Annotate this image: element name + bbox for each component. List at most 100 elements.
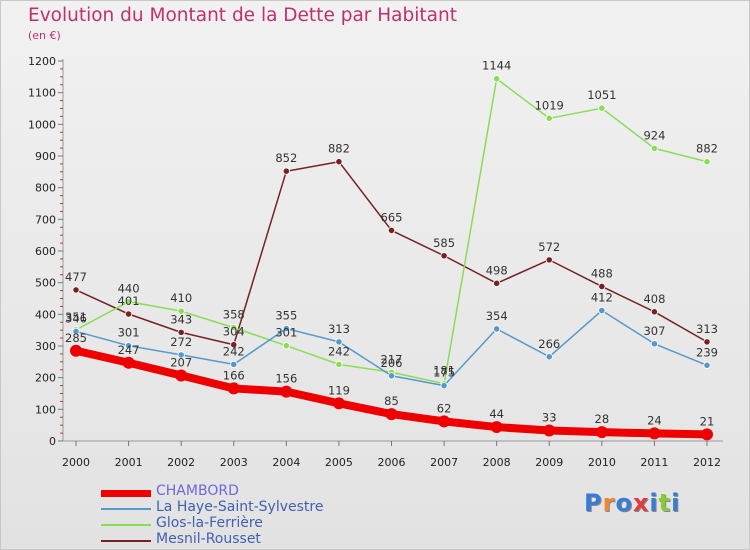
data-point — [175, 369, 188, 382]
data-point — [493, 325, 501, 333]
data-point — [72, 286, 80, 294]
data-point — [282, 167, 290, 175]
data-point — [598, 104, 606, 112]
data-label: 410 — [170, 291, 192, 305]
data-label: 313 — [696, 322, 718, 336]
data-point — [650, 308, 659, 316]
x-tick-label: 2011 — [640, 456, 668, 469]
data-label: 207 — [170, 355, 192, 369]
data-label: 304 — [223, 325, 245, 339]
logo-letter: o — [615, 489, 633, 517]
data-point — [72, 327, 80, 336]
data-label: 301 — [118, 326, 140, 340]
data-label: 24 — [647, 413, 662, 427]
data-point — [282, 342, 290, 350]
data-label: 217 — [381, 352, 403, 366]
legend-swatch — [101, 508, 151, 510]
data-label: 354 — [486, 309, 508, 323]
data-label: 498 — [486, 263, 508, 277]
data-point — [227, 382, 240, 395]
data-label: 242 — [223, 344, 245, 358]
data-label: 572 — [538, 240, 560, 254]
data-point — [332, 397, 345, 410]
data-label: 882 — [328, 142, 350, 156]
legend-swatch — [101, 524, 151, 526]
data-label: 585 — [433, 236, 455, 250]
data-label: 119 — [328, 383, 350, 397]
data-point — [177, 328, 185, 336]
data-label: 1144 — [482, 59, 511, 73]
data-label: 401 — [118, 294, 140, 308]
x-tick-label: 2006 — [378, 456, 406, 469]
data-point — [493, 75, 501, 83]
data-point — [385, 408, 398, 421]
legend-label: CHAMBORD — [156, 483, 239, 499]
data-label: 33 — [542, 411, 557, 425]
data-label: 665 — [381, 210, 403, 224]
legend-swatch — [101, 489, 151, 497]
data-point — [280, 385, 293, 398]
data-label: 44 — [489, 407, 504, 421]
y-tick-label: 200 — [35, 372, 56, 385]
data-label: 924 — [643, 128, 665, 142]
data-point — [595, 426, 608, 439]
data-label: 181 — [433, 364, 455, 378]
logo-letter: P — [584, 489, 603, 517]
data-label: 343 — [170, 312, 192, 326]
data-label: 1019 — [535, 98, 564, 112]
y-tick-label: 100 — [35, 403, 56, 416]
data-label: 156 — [275, 372, 297, 386]
y-tick-label: 0 — [49, 435, 56, 448]
data-label: 301 — [275, 326, 297, 340]
legend-label: La Haye-Saint-Sylvestre — [156, 499, 324, 515]
data-label: 166 — [223, 368, 245, 382]
y-tick-label: 400 — [35, 308, 56, 321]
x-tick-label: 2000 — [62, 456, 90, 469]
data-point — [124, 298, 133, 306]
data-point — [440, 381, 448, 390]
logo-letter: i — [671, 489, 681, 517]
x-tick-label: 2003 — [220, 456, 248, 469]
data-point — [438, 415, 451, 428]
data-point — [282, 324, 290, 333]
data-point — [387, 226, 396, 235]
data-label: 175 — [433, 366, 455, 380]
data-point — [701, 428, 713, 441]
legend-swatch — [101, 540, 151, 542]
data-point — [230, 324, 238, 332]
data-point — [440, 252, 448, 260]
data-label: 247 — [118, 343, 140, 357]
x-tick-label: 2002 — [167, 456, 195, 469]
x-tick-label: 2005 — [325, 456, 353, 469]
data-label: 206 — [381, 356, 403, 370]
data-point — [493, 279, 501, 287]
data-label: 358 — [223, 308, 245, 322]
data-label: 307 — [643, 324, 665, 338]
data-point — [598, 306, 606, 315]
data-label: 313 — [328, 322, 350, 336]
y-tick-label: 600 — [35, 245, 56, 258]
data-label: 272 — [170, 335, 192, 349]
y-tick-label: 1100 — [28, 87, 56, 100]
data-point — [545, 114, 553, 122]
data-point — [70, 344, 82, 357]
x-tick-label: 2009 — [535, 456, 563, 469]
data-point — [335, 338, 343, 346]
data-point — [490, 421, 503, 434]
data-label: 239 — [696, 345, 718, 359]
data-point — [335, 158, 343, 166]
y-tick-label: 300 — [35, 340, 56, 353]
data-point — [543, 424, 556, 437]
data-label: 412 — [591, 291, 613, 305]
chart-unit: (en €) — [28, 29, 61, 42]
data-point — [648, 427, 661, 440]
logo-letter: x — [632, 489, 650, 517]
data-point — [545, 256, 553, 264]
data-point — [122, 356, 135, 369]
data-point — [124, 310, 133, 318]
data-label: 85 — [384, 394, 399, 408]
data-point — [124, 342, 133, 350]
y-tick-label: 900 — [35, 150, 56, 163]
